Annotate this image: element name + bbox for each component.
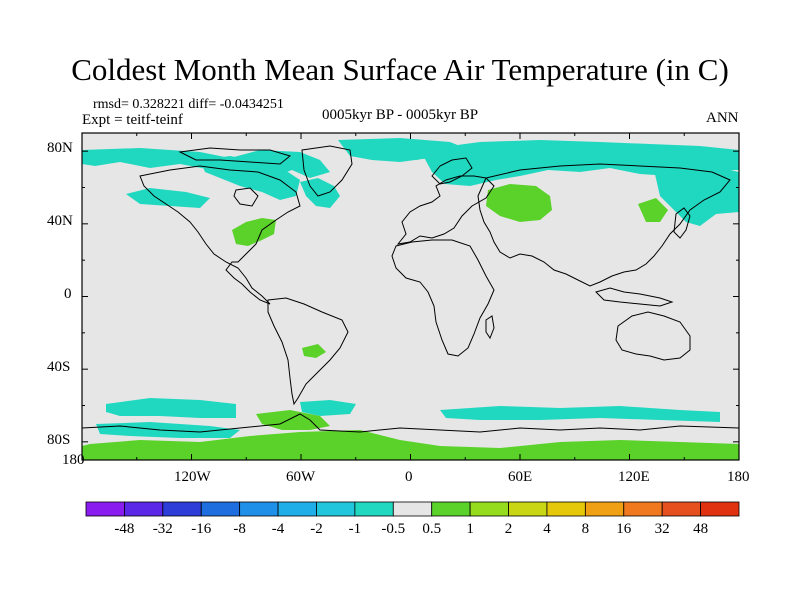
- coastline-madagascar: [485, 315, 495, 340]
- legend-swatch: [508, 501, 548, 517]
- lon-tick-label: 180: [727, 469, 750, 485]
- coastline-japan: [673, 207, 691, 239]
- lat-tick-label: 80S: [47, 432, 71, 448]
- legend-swatch: [431, 501, 471, 517]
- anomaly-warming-east-asia: [638, 198, 668, 222]
- axis-ticks: [81, 133, 740, 460]
- anomaly-warming-antarctica: [82, 430, 739, 460]
- legend-swatch: [700, 501, 740, 517]
- experiment-label: Expt = teitf-teinf: [82, 112, 183, 128]
- legend-swatch: [85, 501, 125, 517]
- legend-label: -0.5: [381, 521, 406, 537]
- anomaly-cooling-southern-ocean-pacific: [106, 398, 236, 418]
- lon-tick-label: 120W: [174, 469, 211, 485]
- legend-swatch: [392, 501, 433, 517]
- legend-label: -8: [233, 521, 246, 537]
- legend-label: 8: [581, 521, 590, 537]
- lon-tick-label: 60W: [286, 469, 316, 485]
- anomaly-warming-north-america: [232, 218, 276, 246]
- anomaly-cooling-svalbard: [390, 142, 424, 160]
- legend-label: 4: [543, 521, 551, 537]
- legend-label: -1: [348, 521, 362, 537]
- legend-swatch: [546, 501, 586, 517]
- legend-swatch: [162, 501, 202, 517]
- anomaly-cooling-north-america: [200, 156, 300, 200]
- lat-tick-label: 40N: [47, 213, 73, 229]
- coastline-north-america: [139, 165, 301, 305]
- legend-label: -48: [114, 521, 135, 537]
- anomaly-cooling-east-asia: [654, 166, 739, 226]
- coastline-scandinavia: [431, 157, 473, 185]
- coastline-antarctica: [81, 413, 740, 433]
- period-label: 0005kyr BP - 0005kyr BP: [322, 107, 479, 123]
- legend-swatch: [623, 501, 663, 517]
- coastline-africa: [391, 239, 495, 357]
- coastline-arctic-islands: [178, 147, 292, 165]
- legend-label: 1: [466, 521, 474, 537]
- legend-label: 2: [504, 521, 513, 537]
- coastline-indonesia: [595, 287, 674, 307]
- legend-label: -32: [152, 521, 173, 537]
- legend-label: 0.5: [422, 521, 442, 537]
- coastlines: [81, 145, 740, 433]
- legend-swatch: [316, 501, 356, 517]
- legend-swatch: [469, 501, 509, 517]
- lon-tick-label: 120E: [618, 469, 650, 485]
- legend-label: -2: [310, 521, 323, 537]
- anomaly-cooling-southern-ocean-indian: [440, 406, 720, 422]
- coastline-greenland: [301, 145, 353, 197]
- lat-tick-label: 80N: [47, 140, 73, 156]
- legend-swatch: [200, 501, 241, 517]
- season-label: ANN: [706, 110, 739, 126]
- legend-swatch: [239, 501, 279, 517]
- coastline-australia: [615, 311, 691, 361]
- map-title: Coldest Month Mean Surface Air Temperatu…: [71, 52, 729, 87]
- lon-tick-label: 60E: [508, 469, 533, 485]
- stats-line: rmsd= 0.328221 diff= -0.0434251: [93, 97, 284, 112]
- coastline-europe: [396, 175, 495, 245]
- legend-label: 48: [693, 521, 709, 537]
- lat-tick-label: 0: [64, 286, 72, 302]
- legend-swatch: [661, 501, 701, 517]
- lon-tick-label: 0: [405, 469, 413, 485]
- coastline-hudson-bay: [233, 187, 259, 207]
- legend-label: -4: [271, 521, 285, 537]
- legend-swatch: [584, 501, 625, 517]
- anomaly-warming-central-asia: [486, 184, 552, 222]
- legend-swatch: [354, 501, 394, 517]
- anomaly-warming-south-america: [302, 344, 326, 358]
- legend-label: 32: [654, 521, 670, 537]
- lat-tick-label: 40S: [47, 359, 71, 375]
- anomaly-cooling-southern-ocean-atlantic: [300, 400, 356, 416]
- color-legend: [85, 501, 740, 517]
- lon-tick-label: 180: [62, 452, 85, 468]
- legend-swatch: [124, 501, 164, 517]
- legend-swatch: [277, 501, 317, 517]
- anomaly-cooling-canada-west: [126, 188, 210, 208]
- coastline-asia: [477, 163, 731, 287]
- coastline-south-america: [267, 297, 349, 406]
- legend-label: 16: [616, 521, 632, 537]
- legend-label: -16: [191, 521, 212, 537]
